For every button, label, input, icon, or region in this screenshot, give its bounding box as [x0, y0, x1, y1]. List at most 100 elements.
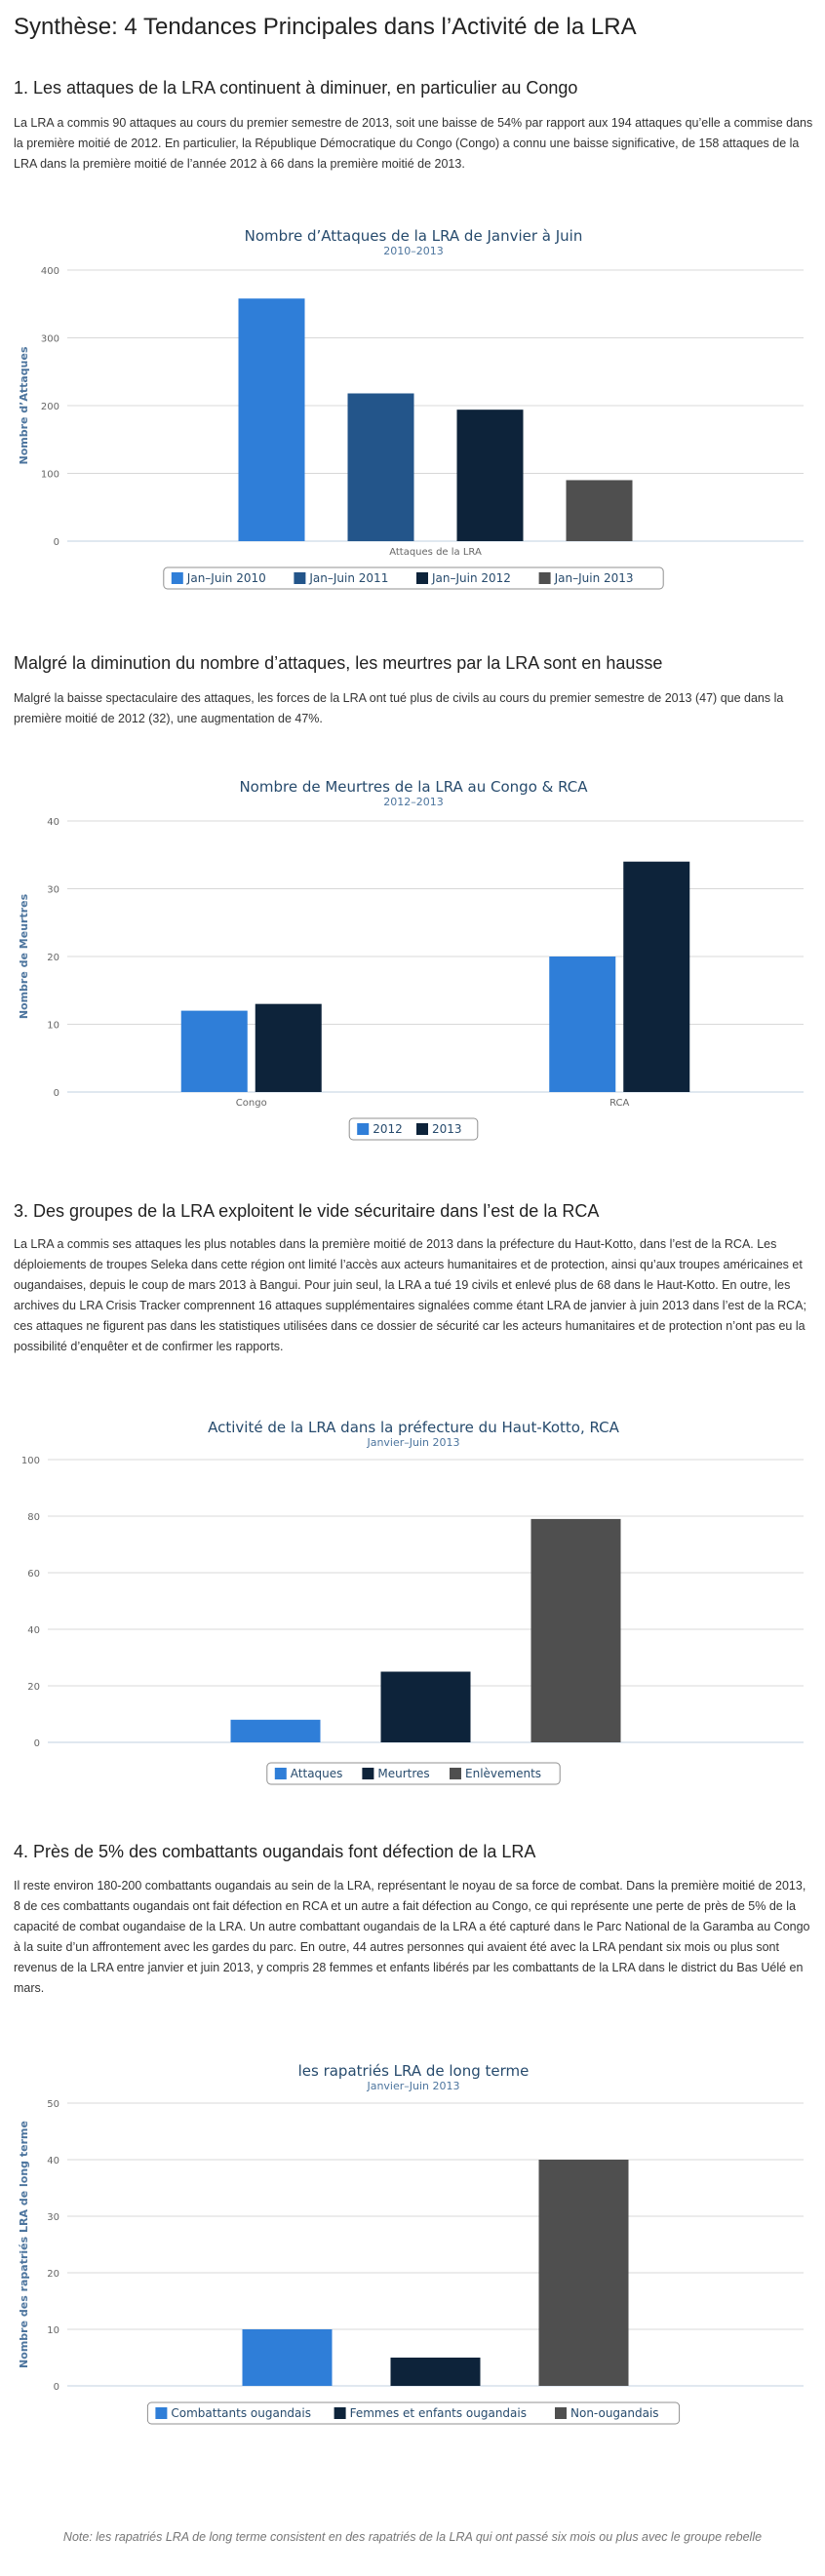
chart-svg: les rapatriés LRA de long termeJanvier–J… [18, 2062, 804, 2425]
bar-2012-rca[interactable] [549, 956, 616, 1092]
legend: Jan–Juin 2010 Jan–Juin 2011 Jan–Juin 2012 J… [163, 566, 664, 590]
legend-item-non-ougandais[interactable]: Non-ougandais [555, 2406, 659, 2420]
bar-attaques[interactable] [230, 1719, 321, 1742]
chart-title: Nombre d’Attaques de la LRA de Janvier à… [245, 227, 583, 245]
bar-combattants-ougandais[interactable] [242, 2329, 333, 2386]
x-tick-label: RCA [609, 1098, 629, 1109]
y-tick-label: 300 [41, 334, 59, 345]
y-tick-label: 30 [47, 885, 59, 896]
y-axis-label: Nombre de Meurtres [18, 893, 30, 1019]
legend-item-2013[interactable]: 2013 [416, 1122, 462, 1136]
legend-label: Jan–Juin 2013 [554, 571, 634, 585]
bar-2013-congo[interactable] [255, 1003, 322, 1092]
bar-jan-juin-2011[interactable] [347, 393, 414, 541]
bar-jan-juin-2010[interactable] [238, 298, 305, 541]
bar-2013-rca[interactable] [623, 861, 690, 1092]
legend-swatch [155, 2407, 168, 2419]
legend-swatch [555, 2407, 567, 2419]
section-3-title: 3. Des groupes de la LRA exploitent le v… [14, 1201, 600, 1221]
legend: 2012 2013 [348, 1117, 479, 1141]
chart-title: les rapatriés LRA de long terme [298, 2062, 530, 2080]
legend-label: Femmes et enfants ougandais [350, 2406, 527, 2420]
legend-swatch [334, 2407, 346, 2419]
legend-swatch [538, 572, 551, 584]
section-1-title: 1. Les attaques de la LRA continuent à d… [14, 78, 578, 98]
footnote: Note: les rapatriés LRA de long terme co… [62, 2530, 763, 2544]
legend-item-attaques[interactable]: Attaques [274, 1767, 343, 1780]
section-3-text: La LRA a commis ses attaques les plus no… [14, 1237, 806, 1353]
legend-item-jan-juin-2011[interactable]: Jan–Juin 2011 [294, 571, 388, 585]
legend-label: Jan–Juin 2011 [308, 571, 388, 585]
y-tick-label: 40 [47, 2156, 59, 2166]
y-tick-label: 40 [27, 1625, 40, 1636]
legend-swatch [450, 1768, 461, 1779]
section-2-text: Malgré la baisse spectaculaire des attaq… [14, 691, 784, 725]
legend-item-combattants-ougandais[interactable]: Combattants ougandais [155, 2406, 311, 2420]
y-tick-label: 10 [47, 1021, 59, 1032]
legend-item-2012[interactable]: 2012 [357, 1122, 403, 1136]
y-tick-label: 100 [21, 1456, 40, 1466]
legend-box [146, 2401, 681, 2425]
x-tick-label: Congo [236, 1098, 267, 1109]
section-4-title: 4. Près de 5% des combattants ougandais … [14, 1842, 536, 1861]
legend-item-enl-vements[interactable]: Enlèvements [450, 1767, 541, 1780]
bar-jan-juin-2012[interactable] [456, 410, 524, 541]
legend-label: Jan–Juin 2012 [431, 571, 511, 585]
legend-swatch [357, 1123, 370, 1135]
legend-swatch [416, 1123, 428, 1135]
legend-item-jan-juin-2012[interactable]: Jan–Juin 2012 [416, 571, 511, 585]
legend: Attaques Meurtres Enlèvements [266, 1762, 561, 1785]
y-tick-label: 40 [47, 817, 59, 828]
chart-murders: Nombre de Meurtres de la LRA au Congo & … [14, 770, 813, 1151]
chart-subtitle: Janvier–Juin 2013 [366, 2080, 459, 2092]
bar-2012-congo[interactable] [180, 1010, 248, 1092]
section-2-title: Malgré la diminution du nombre d’attaque… [14, 653, 663, 673]
section-4-text: Il reste environ 180-200 combattants oug… [14, 1879, 810, 1995]
legend-label: Non-ougandais [570, 2406, 659, 2420]
bar-jan-juin-2013[interactable] [566, 480, 633, 541]
chart-haut-kotto: Activité de la LRA dans la préfecture du… [14, 1411, 813, 1791]
page-title: Synthèse: 4 Tendances Principales dans l… [14, 14, 637, 40]
y-tick-label: 400 [41, 266, 59, 277]
legend-item-jan-juin-2010[interactable]: Jan–Juin 2010 [171, 571, 266, 585]
y-tick-label: 0 [34, 1738, 40, 1749]
legend-box [266, 1762, 561, 1785]
y-tick-label: 50 [47, 2099, 59, 2110]
y-tick-label: 200 [41, 402, 59, 412]
legend: Combattants ougandais Femmes et enfants o… [146, 2401, 681, 2425]
legend-label: Enlèvements [465, 1767, 541, 1780]
y-tick-label: 10 [47, 2325, 59, 2336]
y-tick-label: 80 [27, 1512, 40, 1523]
chart-title: Activité de la LRA dans la préfecture du… [208, 1419, 620, 1436]
bar-non-ougandais[interactable] [538, 2160, 629, 2386]
legend-label: Meurtres [377, 1767, 429, 1780]
chart-svg: Nombre d’Attaques de la LRA de Janvier à… [18, 227, 804, 590]
legend-item-meurtres[interactable]: Meurtres [362, 1767, 430, 1780]
y-tick-label: 0 [54, 2382, 59, 2393]
y-axis-label: Nombre d’Attaques [18, 346, 30, 464]
y-tick-label: 20 [27, 1682, 40, 1693]
legend-swatch [171, 572, 183, 584]
legend-swatch [416, 572, 428, 584]
legend-label: Jan–Juin 2010 [186, 571, 266, 585]
bar-enl-vements[interactable] [530, 1518, 621, 1742]
bar-meurtres[interactable] [380, 1671, 471, 1743]
legend-item-jan-juin-2013[interactable]: Jan–Juin 2013 [538, 571, 634, 585]
legend-label: 2013 [432, 1122, 462, 1136]
y-tick-label: 0 [54, 1088, 59, 1099]
chart-svg: Nombre de Meurtres de la LRA au Congo & … [18, 778, 804, 1141]
chart-attacks: Nombre d’Attaques de la LRA de Janvier à… [14, 219, 813, 600]
bar-femmes-et-enfants-ougandais[interactable] [390, 2358, 481, 2386]
chart-subtitle: 2012–2013 [383, 796, 444, 808]
chart-title: Nombre de Meurtres de la LRA au Congo & … [239, 778, 588, 796]
legend-label: 2012 [373, 1122, 403, 1136]
chart-subtitle: Janvier–Juin 2013 [366, 1436, 459, 1449]
chart-returnees: les rapatriés LRA de long terme Janvier–J… [14, 2054, 813, 2435]
legend-swatch [362, 1768, 374, 1779]
legend-swatch [294, 572, 306, 584]
chart-subtitle: 2010–2013 [383, 245, 444, 257]
legend-item-femmes-et-enfants-ougandais[interactable]: Femmes et enfants ougandais [334, 2406, 527, 2420]
y-tick-label: 20 [47, 2269, 59, 2280]
y-tick-label: 0 [54, 537, 59, 548]
section-1-text: La LRA a commis 90 attaques au cours du … [14, 116, 813, 171]
